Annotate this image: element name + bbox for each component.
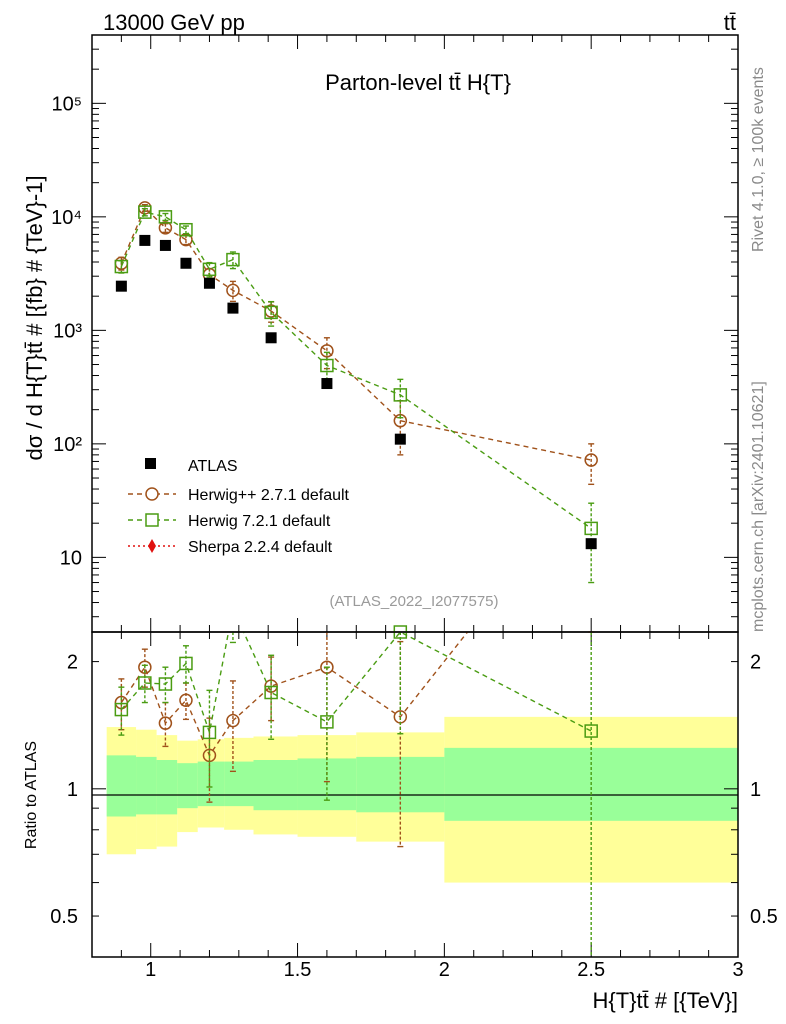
herwig7-ratio-point (320, 715, 334, 729)
ratio-band-green (197, 761, 225, 807)
herwig7-ratio-point (264, 685, 278, 700)
y-tick-label: 10³ (53, 320, 82, 342)
legend-sherpa-label: Sherpa 2.2.4 default (188, 539, 333, 556)
herwigpp-ratio-point (226, 713, 240, 728)
y-tick-label: 10⁵ (51, 93, 82, 115)
ratio-series-layer (114, 625, 598, 957)
main-series-layer (114, 201, 598, 584)
herwigpp-line (120, 206, 592, 461)
x-tick-label: 2 (439, 959, 450, 981)
ratio-y-tick-label: 1 (750, 779, 761, 801)
atlas-data-point (203, 277, 215, 289)
y-axis-title: dσ / d H{T}tt̄ # [{fb} # {TeV}-1] (22, 175, 47, 460)
herwig7-ratio-point (158, 677, 173, 691)
herwig7-point (393, 388, 408, 402)
mcplots-site-label: mcplots.cern.ch [arXiv:2401.10621] (750, 381, 767, 632)
legend-atlas-marker (145, 458, 156, 469)
herwigpp-point (584, 453, 598, 467)
herwigpp-ratio-point (179, 693, 193, 708)
legend: ATLAS Herwig++ 2.7.1 default Herwig 7.2.… (128, 458, 350, 556)
ratio-band-green (224, 761, 254, 807)
ratio-y-axis-title: Ratio to ATLAS (23, 741, 40, 849)
herwig7-ratio-point (114, 702, 129, 717)
atlas-data-point (227, 302, 239, 314)
herwig7-point (226, 252, 240, 267)
y-tick-label: 10 (60, 547, 82, 569)
ratio-y-tick-label: 2 (67, 652, 78, 674)
ratio-y-tick-label: 2 (750, 652, 761, 674)
atlas-data-point (321, 378, 333, 390)
x-tick-label: 1 (145, 959, 156, 981)
legend-herwigpp-marker (145, 487, 159, 501)
ratio-plot-panel: 0.5 0.5 1 1 2 2 Ratio to ATLAS (23, 625, 778, 958)
analysis-id-label: (ATLAS_2022_I2077575) (329, 593, 498, 610)
herwig7-ratio-point (584, 724, 598, 738)
main-plot-panel: 10 10² 10³ 10⁴ 10⁵ Parton-level tt̄ H{T} (AT… (22, 34, 739, 633)
ratio-uncertainty-bands (106, 716, 738, 883)
rivet-version-label: Rivet 4.1.0, ≥ 100k events (750, 67, 767, 252)
y-tick-label: 10² (53, 434, 82, 456)
herwigpp-point (138, 201, 152, 215)
atlas-data-point (115, 280, 127, 292)
herwigpp-ratio-point (158, 716, 173, 730)
atlas-data-point (180, 257, 192, 269)
herwig7-point (114, 259, 129, 274)
herwig7-line (120, 211, 592, 529)
herwigpp-point (226, 283, 240, 298)
x-tick-label: 3 (732, 959, 743, 981)
herwigpp-point (320, 344, 334, 358)
legend-herwig7-label: Herwig 7.2.1 default (188, 513, 331, 530)
herwig7-ratio-point (138, 676, 152, 690)
legend-sherpa-marker (148, 539, 156, 553)
herwig7-ratio-point (202, 725, 217, 740)
ratio-band-green (106, 755, 137, 817)
herwig7-point (179, 222, 193, 237)
legend-atlas-label: ATLAS (188, 458, 238, 475)
ratio-y-tick-label: 0.5 (50, 906, 78, 928)
ratio-band-green (177, 763, 198, 809)
herwig7-point (202, 262, 217, 277)
x-tick-label: 1.5 (284, 959, 312, 981)
atlas-data-point (585, 538, 597, 550)
y-tick-label: 10⁴ (51, 207, 82, 229)
ratio-band-green (136, 756, 157, 815)
herwig7-point (138, 205, 152, 219)
ratio-plot-frame (91, 631, 739, 958)
herwig7-point (584, 521, 598, 536)
herwig7-point (320, 358, 334, 373)
atlas-data-point (139, 234, 151, 246)
x-axis-title: H{T}tt̄ # [{TeV}] (592, 988, 738, 1013)
herwigpp-point (158, 221, 173, 235)
legend-herwigpp-label: Herwig++ 2.7.1 default (188, 487, 350, 504)
herwig7-ratio-point (179, 656, 193, 671)
herwig7-point (264, 305, 278, 320)
process-label: tt̄ (724, 10, 736, 35)
herwig7-point (158, 210, 173, 224)
atlas-data-point (159, 239, 171, 251)
ratio-y-tick-label: 1 (67, 779, 78, 801)
atlas-data-point (265, 332, 277, 344)
ratio-band-green (253, 760, 298, 811)
herwigpp-ratio-line (120, 632, 469, 757)
main-ticks: 10 10² 10³ 10⁴ 10⁵ (51, 34, 739, 632)
ratio-band-green (156, 760, 178, 815)
legend-herwig7-marker (145, 513, 159, 527)
ratio-y-tick-label: 0.5 (750, 906, 778, 928)
herwig7-ratio-line (120, 632, 592, 736)
x-tick-labels: 1 1.5 2 2.5 3 (145, 959, 743, 981)
chart-title: Parton-level tt̄ H{T} (325, 70, 511, 95)
x-tick-label: 2.5 (577, 959, 605, 981)
energy-label: 13000 GeV pp (103, 10, 245, 35)
atlas-data-point (394, 433, 406, 445)
